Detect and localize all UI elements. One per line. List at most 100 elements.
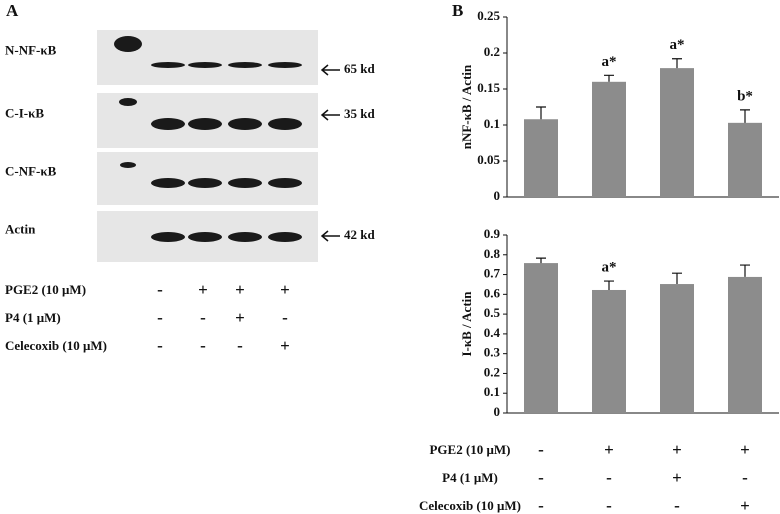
- treatment-sign: +: [672, 468, 682, 487]
- bar: [592, 289, 626, 413]
- arrow: [320, 230, 340, 242]
- band: [188, 232, 222, 242]
- bar: [728, 122, 762, 197]
- treatment-sign: +: [198, 280, 208, 299]
- bar: [592, 81, 626, 197]
- y-tick-label: 0.2: [484, 364, 500, 379]
- blot-label: N-NF-κB: [5, 42, 57, 57]
- band: [188, 118, 222, 130]
- bar: [524, 119, 558, 197]
- treatment-sign: +: [280, 280, 290, 299]
- error-bar: [672, 272, 682, 285]
- arrow: [320, 64, 340, 76]
- blot-label: C-I-κB: [5, 105, 44, 120]
- band: [228, 62, 262, 68]
- y-tick-label: 0.7: [484, 266, 501, 281]
- treatment-sign: +: [280, 336, 290, 355]
- y-tick-label: 0.6: [484, 285, 501, 300]
- error-bar: [536, 106, 546, 120]
- treatment-label: PGE2 (10 μM): [429, 442, 510, 457]
- band: [268, 118, 302, 130]
- size-label: 35 kd: [344, 106, 375, 121]
- error-bar: [604, 280, 614, 290]
- band: [188, 178, 222, 188]
- y-tick-label: 0.25: [477, 8, 500, 23]
- treatment-sign: +: [672, 440, 682, 459]
- treatment-sign: +: [604, 440, 614, 459]
- treatment-sign: -: [200, 308, 206, 327]
- panel-label: A: [6, 1, 19, 20]
- error-bar: [740, 109, 750, 123]
- y-tick-label: 0.1: [484, 116, 500, 131]
- bar: [660, 68, 694, 198]
- treatment-label: PGE2 (10 μM): [5, 282, 86, 297]
- treatment-sign: -: [538, 496, 544, 514]
- blot-label: Actin: [5, 221, 36, 236]
- annotation: a*: [602, 54, 617, 70]
- arrow: [320, 109, 340, 121]
- band: [151, 232, 185, 242]
- marker-band: [114, 36, 142, 52]
- y-tick-label: 0: [494, 188, 501, 203]
- y-tick-label: 0.9: [484, 226, 501, 241]
- annotation: b*: [737, 88, 753, 104]
- error-bar: [536, 257, 546, 264]
- treatment-label: P4 (1 μM): [5, 310, 61, 325]
- annotation: a*: [602, 260, 617, 276]
- y-tick-label: 0.5: [484, 305, 501, 320]
- bar: [524, 263, 558, 413]
- band: [151, 118, 185, 130]
- size-label: 65 kd: [344, 61, 375, 76]
- band: [228, 232, 262, 242]
- panel-label: B: [452, 1, 463, 20]
- band: [151, 62, 185, 68]
- treatment-sign: -: [237, 336, 243, 355]
- treatment-sign: -: [157, 336, 163, 355]
- error-bar: [604, 74, 614, 82]
- band: [228, 178, 262, 188]
- y-tick-label: 0.15: [477, 80, 500, 95]
- treatment-sign: +: [235, 280, 245, 299]
- y-tick-label: 0.2: [484, 44, 500, 59]
- treatment-sign: -: [282, 308, 288, 327]
- error-bar: [740, 264, 750, 277]
- annotation: a*: [670, 37, 685, 53]
- y-tick-label: 0.3: [484, 345, 501, 360]
- band: [228, 118, 262, 130]
- treatment-sign: -: [538, 468, 544, 487]
- treatment-sign: -: [742, 468, 748, 487]
- band: [268, 62, 302, 68]
- y-axis-label: I-κB / Actin: [459, 291, 474, 357]
- marker-band: [120, 162, 136, 168]
- treatment-label: P4 (1 μM): [442, 470, 498, 485]
- band: [268, 232, 302, 242]
- y-tick-label: 0: [494, 404, 501, 419]
- treatment-sign: -: [157, 280, 163, 299]
- marker-band: [119, 98, 137, 106]
- band: [268, 178, 302, 188]
- bar: [728, 276, 762, 413]
- y-axis-label: nNF-κB / Actin: [459, 64, 474, 149]
- treatment-sign: -: [200, 336, 206, 355]
- treatment-label: Celecoxib (10 μM): [419, 498, 521, 513]
- y-tick-label: 0.1: [484, 384, 500, 399]
- y-tick-label: 0.8: [484, 246, 501, 261]
- size-label: 42 kd: [344, 227, 375, 242]
- treatment-sign: -: [157, 308, 163, 327]
- treatment-sign: -: [674, 496, 680, 514]
- treatment-sign: -: [538, 440, 544, 459]
- error-bar: [672, 58, 682, 69]
- y-tick-label: 0.05: [477, 152, 500, 167]
- treatment-sign: -: [606, 496, 612, 514]
- treatment-sign: +: [235, 308, 245, 327]
- band: [188, 62, 222, 68]
- y-tick-label: 0.4: [484, 325, 501, 340]
- bar: [660, 284, 694, 413]
- treatment-label: Celecoxib (10 μM): [5, 338, 107, 353]
- treatment-sign: +: [740, 440, 750, 459]
- band: [151, 178, 185, 188]
- treatment-sign: -: [606, 468, 612, 487]
- blot-label: C-NF-κB: [5, 163, 57, 178]
- treatment-sign: +: [740, 496, 750, 514]
